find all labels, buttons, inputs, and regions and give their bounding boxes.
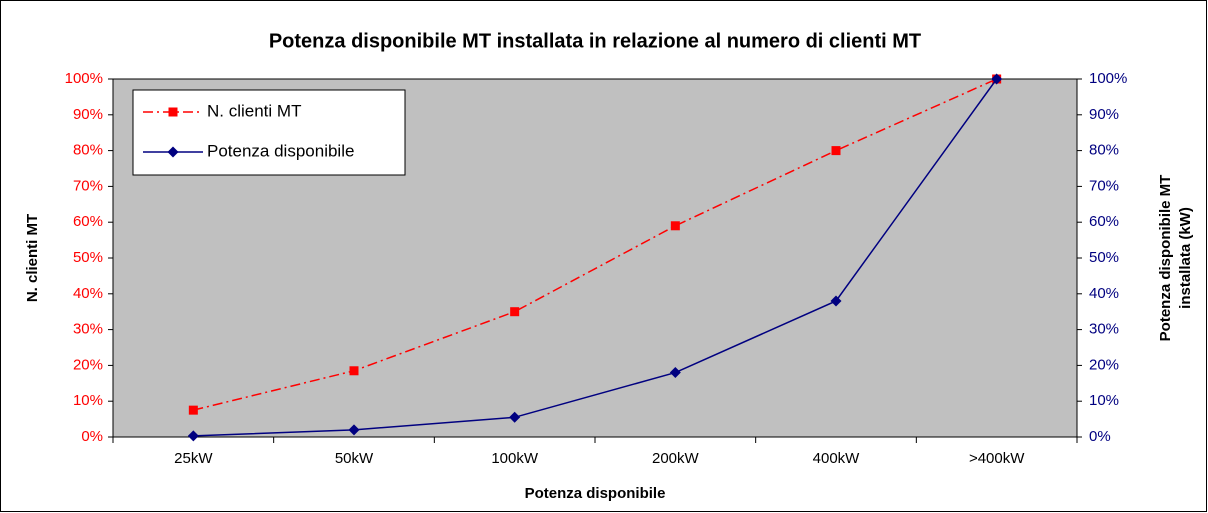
y2-tick-label: 40% (1089, 285, 1119, 302)
x-axis-label: Potenza disponibile (525, 485, 666, 502)
marker (348, 424, 360, 436)
y-tick-label: 10% (73, 392, 103, 409)
y2-axis-label: Potenza disponibile MT (1157, 175, 1174, 342)
marker (509, 411, 521, 423)
y-tick-label: 50% (73, 249, 103, 266)
y-tick-label: 20% (73, 356, 103, 373)
marker (670, 221, 680, 231)
y2-tick-label: 0% (1089, 428, 1111, 445)
x-tick-label: 25kW (174, 450, 213, 467)
y-tick-label: 80% (73, 142, 103, 159)
marker (669, 367, 681, 379)
y2-tick-label: 80% (1089, 142, 1119, 159)
y-tick-label: 0% (81, 428, 103, 445)
marker (349, 366, 359, 376)
data-line (193, 78, 997, 411)
marker (167, 146, 179, 158)
legend: N. clienti MT Potenza disponibile (132, 89, 406, 176)
legend-box (132, 89, 406, 176)
y2-tick-label: 60% (1089, 213, 1119, 230)
y2-tick-label: 30% (1089, 321, 1119, 338)
marker (187, 430, 199, 442)
x-tick-label: 100kW (491, 450, 539, 467)
y2-axis-label: installata (kW) (1177, 207, 1194, 309)
y2-tick-label: 90% (1089, 106, 1119, 123)
legend-label: Potenza disponibile (207, 141, 354, 160)
y-tick-label: 40% (73, 285, 103, 302)
marker (168, 107, 178, 117)
y-tick-label: 100% (65, 70, 103, 87)
marker (510, 307, 520, 317)
y2-tick-label: 100% (1089, 70, 1127, 87)
y2-tick-label: 70% (1089, 177, 1119, 194)
x-tick-label: 200kW (652, 450, 700, 467)
marker (188, 405, 198, 415)
marker (830, 295, 842, 307)
x-tick-label: 400kW (813, 450, 861, 467)
y-tick-label: 70% (73, 177, 103, 194)
y2-tick-label: 10% (1089, 392, 1119, 409)
y2-tick-label: 20% (1089, 356, 1119, 373)
y2-tick-label: 50% (1089, 249, 1119, 266)
data-line (193, 78, 998, 437)
legend-label: N. clienti MT (207, 101, 301, 120)
chart-title: Potenza disponibile MT installata in rel… (269, 30, 921, 52)
y-axis-label: N. clienti MT (24, 214, 41, 302)
y-tick-label: 30% (73, 321, 103, 338)
x-tick-label: >400kW (969, 450, 1025, 467)
y-tick-label: 90% (73, 106, 103, 123)
y-tick-label: 60% (73, 213, 103, 230)
marker (831, 146, 841, 156)
x-tick-label: 50kW (335, 450, 374, 467)
marker (991, 73, 1003, 85)
